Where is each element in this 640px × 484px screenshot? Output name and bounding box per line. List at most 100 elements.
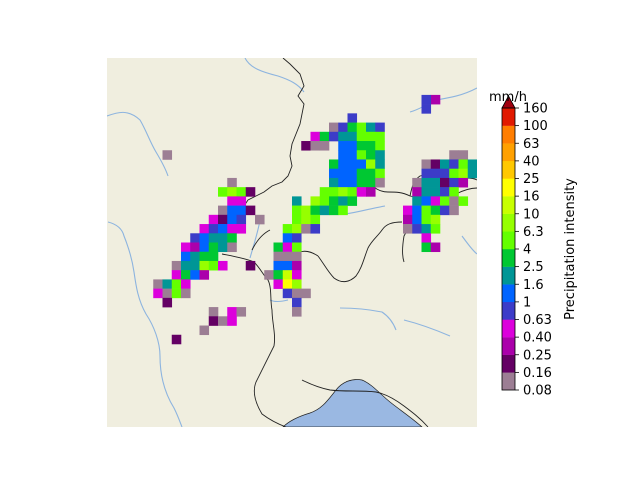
- precip-cell: [227, 196, 237, 206]
- precip-cell: [458, 150, 469, 160]
- precip-cell: [338, 187, 348, 197]
- precip-cell: [282, 279, 293, 289]
- precip-cell: [347, 159, 358, 169]
- precip-cell: [356, 131, 367, 142]
- precip-cell: [153, 288, 163, 299]
- precip-cell: [208, 233, 219, 243]
- colorbar-tick-label: 6.3: [523, 225, 544, 240]
- precip-cell: [282, 260, 293, 271]
- precip-cell: [208, 251, 219, 262]
- colorbar-segment: [502, 266, 515, 285]
- precip-cell: [449, 177, 459, 188]
- colorbar-segment: [502, 160, 515, 179]
- precip-cell: [329, 177, 339, 188]
- colorbar-tick-label: 16: [523, 190, 540, 205]
- precip-cell: [227, 233, 237, 243]
- precip-cell: [190, 242, 200, 253]
- precip-cell: [366, 141, 376, 151]
- precip-cell: [366, 177, 376, 188]
- precip-cell: [227, 205, 237, 216]
- precip-cell: [171, 279, 182, 289]
- precip-cell: [338, 131, 348, 142]
- colorbar-segment: [502, 125, 515, 144]
- precip-cell: [218, 224, 228, 234]
- precip-cell: [218, 316, 228, 326]
- precip-cell: [430, 187, 441, 197]
- colorbar-segment: [502, 108, 515, 126]
- precip-cell: [421, 242, 432, 253]
- precip-cell: [356, 159, 367, 169]
- precip-cell: [375, 122, 385, 133]
- colorbar-segments: [502, 108, 515, 391]
- colorbar-ticks: 0.08 0.16 0.25 0.40 0.63 1 1.6 2.5 4 6.3 10 16 25 40 6…: [515, 102, 552, 399]
- precip-cell: [366, 150, 376, 160]
- precip-cell: [430, 168, 441, 179]
- precipitation-grid: [153, 94, 477, 345]
- colorbar: 0.08 0.16 0.25 0.40 0.63 1 1.6 2.5 4 6.3 10 16 25 40 6…: [489, 90, 578, 399]
- river: [461, 235, 477, 255]
- precip-cell: [347, 168, 358, 179]
- precip-cell: [292, 279, 302, 289]
- precip-cell: [421, 233, 432, 243]
- precip-cell: [310, 205, 321, 216]
- precip-cell: [412, 205, 422, 216]
- precip-cell: [412, 214, 422, 225]
- precip-cell: [162, 297, 173, 308]
- precip-cell: [319, 196, 330, 206]
- precip-cell: [458, 159, 469, 169]
- river: [107, 111, 169, 177]
- precip-cell: [356, 177, 367, 188]
- precip-cell: [310, 224, 321, 234]
- precip-cell: [218, 233, 228, 243]
- precip-cell: [338, 177, 348, 188]
- precip-cell: [292, 307, 302, 317]
- river: [107, 221, 183, 427]
- precip-cell: [440, 177, 450, 188]
- precip-cell: [310, 131, 321, 142]
- precip-cell: [310, 141, 321, 151]
- precip-cell: [347, 141, 358, 151]
- colorbar-segment: [502, 354, 515, 373]
- precip-cell: [227, 214, 237, 225]
- precip-cell: [356, 168, 367, 179]
- colorbar-segment: [502, 213, 515, 232]
- precip-cell: [282, 242, 293, 253]
- precip-cell: [190, 251, 200, 262]
- precip-cell: [273, 251, 284, 262]
- precip-cell: [440, 159, 450, 169]
- precip-cell: [412, 187, 422, 197]
- precip-cell: [319, 187, 330, 197]
- precip-cell: [329, 131, 339, 142]
- river: [344, 205, 386, 215]
- precip-cell: [218, 242, 228, 253]
- precip-cell: [375, 131, 385, 142]
- precip-cell: [366, 159, 376, 169]
- precip-cell: [458, 177, 469, 188]
- precip-cell: [366, 131, 376, 142]
- precip-cell: [218, 187, 228, 197]
- colorbar-tick-label: 0.25: [523, 348, 552, 363]
- precip-cell: [440, 187, 450, 197]
- precip-cell: [171, 260, 182, 271]
- colorbar-tick-label: 40: [523, 154, 540, 169]
- precip-cell: [412, 177, 422, 188]
- colorbar-segment: [502, 301, 515, 320]
- precip-cell: [292, 242, 302, 253]
- precip-cell: [310, 196, 321, 206]
- precip-cell: [403, 205, 413, 216]
- precip-cell: [282, 233, 293, 243]
- border: [221, 253, 287, 427]
- precip-cell: [347, 122, 358, 133]
- colorbar-tick-label: 0.16: [523, 366, 552, 381]
- precip-cell: [199, 270, 210, 280]
- precip-cell: [227, 307, 237, 317]
- river: [244, 58, 305, 93]
- precip-cell: [292, 214, 302, 225]
- precip-cell: [199, 224, 210, 234]
- precip-cell: [430, 224, 441, 234]
- precip-cell: [449, 150, 459, 160]
- precip-cell: [449, 196, 459, 206]
- precip-cell: [301, 205, 311, 216]
- precip-cell: [245, 260, 256, 271]
